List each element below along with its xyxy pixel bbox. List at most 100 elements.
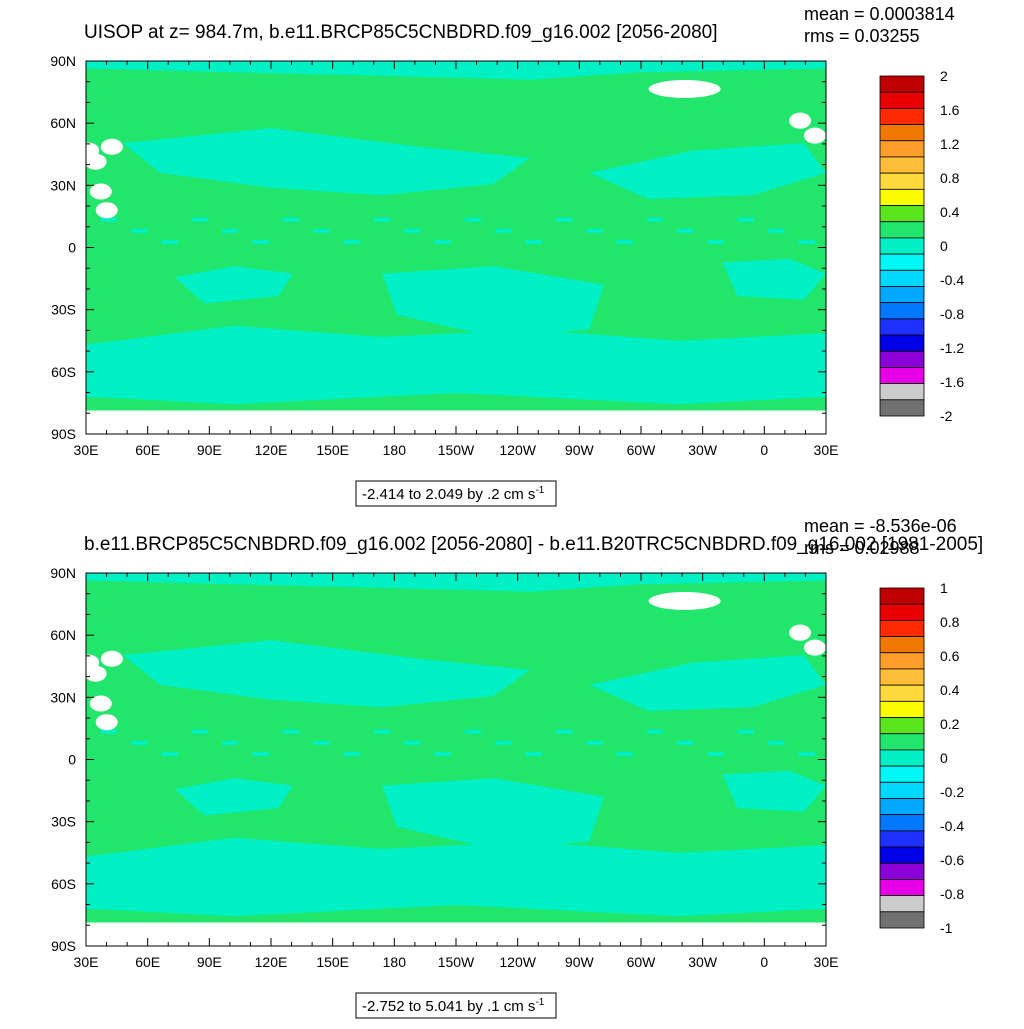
x-tick-label: 60W: [627, 954, 657, 970]
land-mask: [803, 639, 826, 656]
land-mask: [84, 153, 107, 170]
map-axes: 30E 60E 90E 120E 150E 180 150W 120W 90W 60W 30W 0 30…: [50, 53, 838, 458]
tropical-streak: [282, 729, 300, 734]
x-tick-label: 150W: [438, 954, 475, 970]
colorbar-label: -2: [940, 408, 953, 424]
tropical-streak: [100, 217, 118, 222]
colorbar-swatch: [879, 700, 925, 718]
x-tick-label: 60E: [135, 954, 160, 970]
y-tick-label: 60N: [50, 627, 76, 643]
x-tick-label: 120W: [499, 954, 536, 970]
x-tick-label: 0: [760, 442, 768, 458]
contour-field: [77, 61, 826, 434]
tropical-streak: [252, 240, 269, 245]
x-tick-label: 180: [383, 442, 407, 458]
tropical-streak: [798, 240, 815, 245]
range-label-text: -2.414 to 2.049 by .2 cm s-1: [362, 485, 545, 503]
colorbar-label: -0.4: [940, 818, 964, 834]
south-atlantic-patch: [722, 258, 826, 300]
colorbar-label: 0.8: [940, 614, 960, 630]
rms-stat: rms = 0.02988: [804, 538, 920, 558]
x-tick-label: 120E: [255, 954, 288, 970]
tropical-streak: [100, 729, 118, 734]
tropical-streak: [677, 740, 694, 745]
y-tick-label: 30N: [50, 689, 76, 705]
contour-field: [77, 573, 826, 946]
colorbar: 2 1.6 1.2 0.8 0.4 0 -0.4 -0.8 -1.2 -1.6 -2: [879, 68, 964, 424]
range-label: -2.414 to 2.049 by .2 cm s-1: [355, 480, 557, 507]
x-tick-label: 180: [383, 954, 407, 970]
tropical-streak: [161, 240, 178, 245]
map-panel-top: UISOP at z= 984.7m, b.e11.BRCP85C5CNBDRD…: [0, 0, 1024, 512]
tropical-streak: [343, 752, 360, 757]
colorbar-label: 1.2: [940, 136, 960, 152]
x-tick-label: 30E: [74, 442, 99, 458]
colorbar-label: 0.2: [940, 716, 960, 732]
colorbar-swatch: [879, 91, 925, 109]
colorbar-swatch: [879, 221, 925, 239]
x-tick-label: 30E: [814, 442, 839, 458]
land-mask: [95, 202, 118, 219]
x-tick-label: 90E: [197, 954, 222, 970]
tropical-streak: [768, 228, 785, 233]
x-tick-label: 60W: [627, 442, 657, 458]
colorbar-swatch: [879, 237, 925, 255]
colorbar-swatch: [879, 798, 925, 816]
colorbar-swatch: [879, 286, 925, 304]
tropical-streak: [586, 740, 603, 745]
colorbar-swatch: [879, 383, 925, 401]
x-tick-label: 30E: [74, 954, 99, 970]
x-tick-label: 30W: [688, 442, 718, 458]
tropical-streak: [373, 217, 391, 222]
colorbar-label: -0.2: [940, 784, 964, 800]
colorbar-swatch: [879, 124, 925, 142]
land-mask: [84, 665, 107, 682]
tropical-streak: [677, 228, 694, 233]
greenland-mask: [648, 79, 721, 98]
tropical-streak: [222, 228, 239, 233]
y-tick-label: 90N: [50, 565, 76, 581]
y-tick-label: 60S: [51, 364, 76, 380]
colorbar-swatch: [879, 269, 925, 287]
colorbar-swatch: [879, 188, 925, 206]
colorbar-label: -0.4: [940, 272, 964, 288]
x-tick-label: 30W: [688, 954, 718, 970]
colorbar-label: 2: [940, 68, 948, 84]
y-tick-label: 90N: [50, 53, 76, 69]
colorbar-label: 0: [940, 238, 948, 254]
land-mask: [789, 624, 812, 641]
x-tick-label: 30E: [814, 954, 839, 970]
tropical-streak: [525, 752, 542, 757]
tropical-streak: [373, 729, 391, 734]
land-mask: [100, 650, 123, 667]
x-tick-label: 150E: [316, 442, 349, 458]
colorbar-swatch: [879, 107, 925, 125]
range-label-text: -2.752 to 5.041 by .1 cm s-1: [362, 997, 545, 1015]
colorbar-swatch: [879, 781, 925, 799]
tropical-streak: [404, 740, 421, 745]
colorbar-swatch: [879, 668, 925, 686]
colorbar-swatch: [879, 765, 925, 783]
indian-ocean-patch: [174, 266, 294, 304]
colorbar-swatch: [879, 603, 925, 621]
land-mask: [100, 138, 123, 155]
north-pacific-patch: [123, 128, 530, 196]
colorbar-swatch: [879, 172, 925, 190]
colorbar-label: 0: [940, 750, 948, 766]
tropical-streak: [434, 240, 451, 245]
y-tick-label: 0: [68, 240, 76, 256]
chart-title: UISOP at z= 984.7m, b.e11.BRCP85C5CNBDRD…: [84, 22, 718, 43]
colorbar-swatch: [879, 733, 925, 751]
x-tick-label: 150E: [316, 954, 349, 970]
tropical-streak: [646, 729, 664, 734]
colorbar-swatch: [879, 619, 925, 637]
colorbar-swatch: [879, 911, 925, 929]
tropical-streak: [495, 740, 512, 745]
tropical-streak: [313, 228, 330, 233]
indian-ocean-patch: [174, 778, 294, 816]
tropical-streak: [768, 740, 785, 745]
colorbar-label: -1: [940, 920, 953, 936]
tropical-streak: [495, 228, 512, 233]
map-panel-bottom: b.e11.BRCP85C5CNBDRD.f09_g16.002 [2056-2…: [0, 512, 1024, 1024]
colorbar-swatch: [879, 895, 925, 913]
